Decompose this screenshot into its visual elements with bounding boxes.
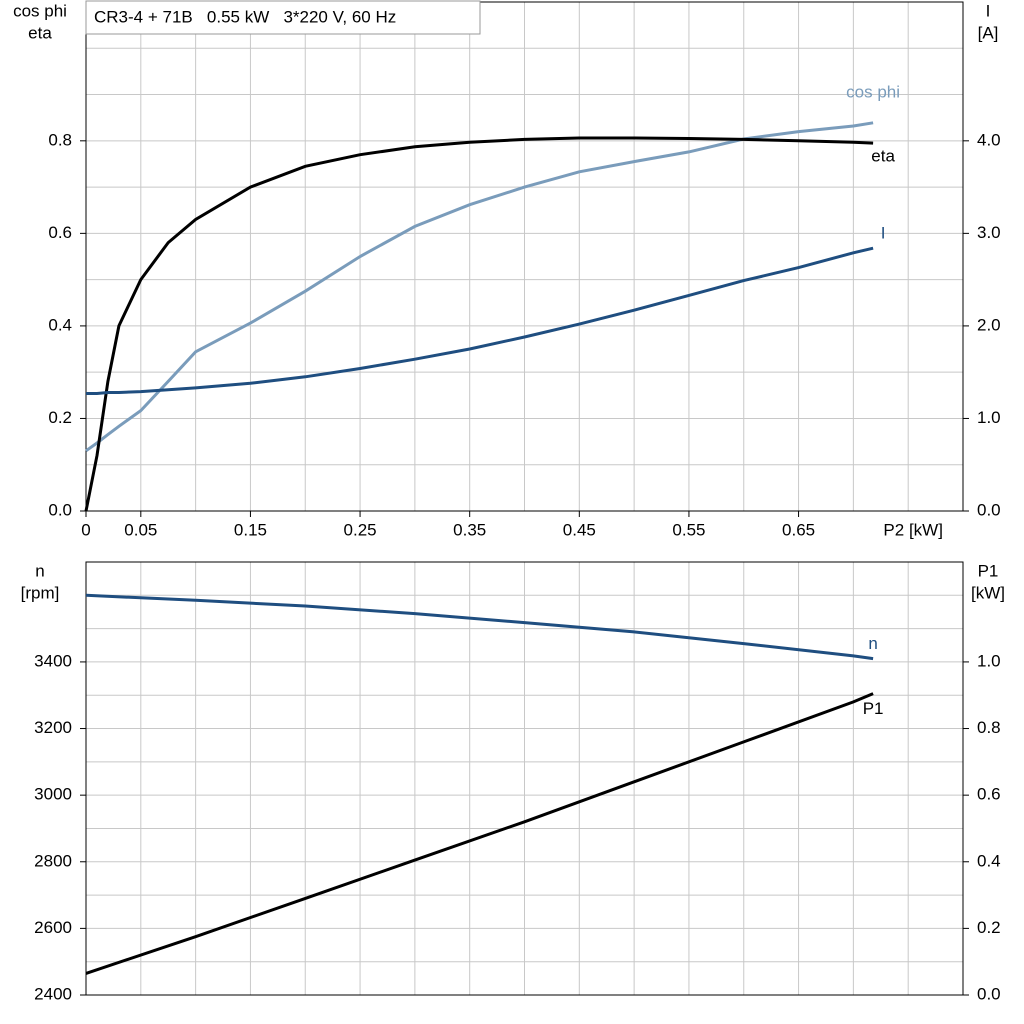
- y2-axis-label: P1: [978, 561, 999, 580]
- x-tick-label: 0: [81, 520, 90, 539]
- series-label: cos phi: [846, 82, 900, 101]
- y-axis-label: n: [35, 561, 44, 580]
- y-axis-label: cos phi: [13, 1, 67, 20]
- x-tick-label: 0.45: [563, 520, 596, 539]
- y2-tick-label: 0.6: [977, 785, 1001, 804]
- series-label: eta: [871, 147, 895, 166]
- chart-title: CR3-4 + 71B 0.55 kW 3*220 V, 60 Hz: [94, 7, 396, 26]
- y2-tick-label: 0.8: [977, 718, 1001, 737]
- y2-axis-label: [A]: [978, 23, 999, 42]
- series-label: n: [868, 634, 877, 653]
- y2-axis-label: [kW]: [971, 583, 1005, 602]
- data-line: [85, 593, 874, 661]
- y-tick-label: 0.8: [48, 130, 72, 149]
- y2-tick-label: 0.0: [977, 500, 1001, 519]
- y-tick-label: 0.2: [48, 408, 72, 427]
- data-line: [86, 246, 874, 395]
- data-line: [85, 121, 874, 453]
- y-axis-label: eta: [28, 23, 52, 42]
- y-tick-label: 0.6: [48, 223, 72, 242]
- data-line: [85, 692, 874, 975]
- x-tick-label: 0.25: [344, 520, 377, 539]
- x-tick-label: 0.65: [782, 520, 815, 539]
- series-label: P1: [863, 699, 884, 718]
- plot-frame: [85, 561, 964, 996]
- y2-axis-label: I: [986, 1, 991, 20]
- y-tick-label: 2600: [34, 918, 72, 937]
- y-tick-label: 3400: [34, 651, 72, 670]
- x-tick-label: 0.35: [453, 520, 486, 539]
- y-tick-label: 0.4: [48, 315, 72, 334]
- y2-tick-label: 4.0: [977, 130, 1001, 149]
- series-label: I: [881, 224, 886, 243]
- y-tick-label: 2400: [34, 984, 72, 1003]
- y-tick-label: 2800: [34, 851, 72, 870]
- x-axis-label: P2 [kW]: [883, 520, 943, 539]
- y-axis-label: [rpm]: [21, 583, 60, 602]
- y2-tick-label: 3.0: [977, 223, 1001, 242]
- y2-tick-label: 2.0: [977, 315, 1001, 334]
- y-tick-label: 3200: [34, 718, 72, 737]
- y-tick-label: 3000: [34, 785, 72, 804]
- x-tick-label: 0.55: [672, 520, 705, 539]
- plot-frame: [85, 1, 964, 512]
- y2-tick-label: 1.0: [977, 408, 1001, 427]
- y2-tick-label: 0.2: [977, 918, 1001, 937]
- x-tick-label: 0.05: [124, 520, 157, 539]
- y2-tick-label: 0.0: [977, 984, 1001, 1003]
- data-line: [84, 136, 874, 512]
- x-tick-label: 0.15: [234, 520, 267, 539]
- title-box: [85, 0, 481, 35]
- y-tick-label: 0.0: [48, 500, 72, 519]
- y2-tick-label: 0.4: [977, 851, 1001, 870]
- y2-tick-label: 1.0: [977, 651, 1001, 670]
